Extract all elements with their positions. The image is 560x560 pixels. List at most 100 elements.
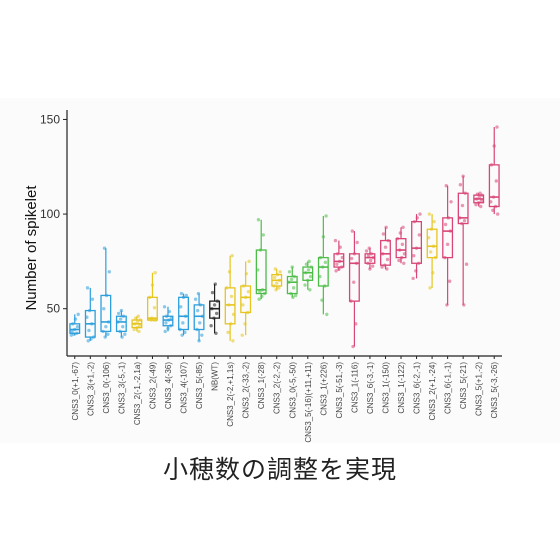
data-point [147,317,151,321]
data-point [304,262,309,266]
data-point [227,270,232,274]
data-point [352,252,357,256]
data-point [116,311,121,316]
box-item [84,286,96,343]
data-point [433,255,438,260]
data-point [385,257,390,262]
x-tick-label: CNS3_1(-122) [397,362,406,414]
data-point [102,306,106,311]
data-point [273,267,278,271]
data-point [412,219,417,224]
data-point [272,284,276,288]
caption: 小穂数の調整を実現 [162,455,397,484]
data-point [121,324,125,329]
box-item [364,246,376,271]
data-point [462,219,467,223]
data-point [479,199,484,203]
data-point [179,305,183,309]
box-item [488,125,500,216]
data-point [307,259,311,264]
data-point [354,322,358,326]
x-tick-label: CNS3_0(-5,-50) [288,362,297,419]
data-point [118,329,122,334]
data-point [416,261,421,265]
data-point [162,305,167,309]
data-point [364,249,369,253]
data-point [210,290,215,295]
data-point [415,216,419,220]
data-point [444,183,448,188]
data-point [231,339,235,343]
data-point [429,227,434,231]
boxes [69,125,500,349]
data-point [196,291,201,296]
y-tick-label: 100 [40,207,60,221]
data-point [429,250,433,254]
data-point [447,279,452,283]
data-point [367,246,371,250]
data-point [337,267,341,271]
data-point [229,322,233,326]
data-point [107,270,111,274]
data-point [181,295,186,300]
y-tick-label: 150 [40,112,60,126]
data-point [132,327,136,332]
x-tick-label: CNS3_1(-116) [350,362,359,413]
x-tick-label: CNS3_1(-28) [257,362,266,409]
data-point [183,330,187,335]
data-point [215,299,220,303]
data-point [73,317,78,321]
data-point [355,240,359,245]
data-point [475,192,480,196]
data-point [402,261,406,265]
data-point [153,271,157,275]
data-point [385,267,389,271]
data-point [76,312,80,317]
data-point [395,236,400,241]
data-point [243,322,247,326]
x-tick-label: CNS3_1(+226) [319,362,328,416]
box-item [457,174,469,307]
box [255,249,267,295]
data-point [458,216,462,220]
data-point [474,197,479,201]
data-point [137,329,141,334]
data-point [384,225,388,230]
data-point [417,233,422,237]
box-item [271,267,283,292]
data-point [183,314,188,318]
data-point [476,201,481,205]
data-point [400,242,405,247]
data-point [150,283,155,287]
data-point [244,271,249,276]
data-point [335,252,340,256]
data-point [198,321,202,325]
box [411,220,423,264]
data-point [198,303,203,307]
data-point [291,286,296,290]
data-point [184,293,188,298]
data-point [325,312,329,317]
data-point [460,221,464,226]
data-point [304,271,308,275]
box-item [178,291,189,337]
data-point [458,183,463,187]
data-point [308,274,313,279]
data-point [477,195,482,199]
data-point [370,264,375,268]
data-point [339,265,344,269]
data-point [491,208,495,212]
data-point [289,277,294,282]
data-point [351,344,355,349]
data-point [120,335,124,339]
data-point [291,295,295,300]
data-point [243,295,248,300]
data-point [492,144,496,148]
data-point [460,203,465,208]
box-item [317,214,329,317]
data-point [166,326,170,331]
data-point [89,337,93,341]
data-point [381,252,385,256]
data-point [212,316,216,320]
x-tick-label: CNS3_5(-16)(+11,+11) [304,362,313,443]
